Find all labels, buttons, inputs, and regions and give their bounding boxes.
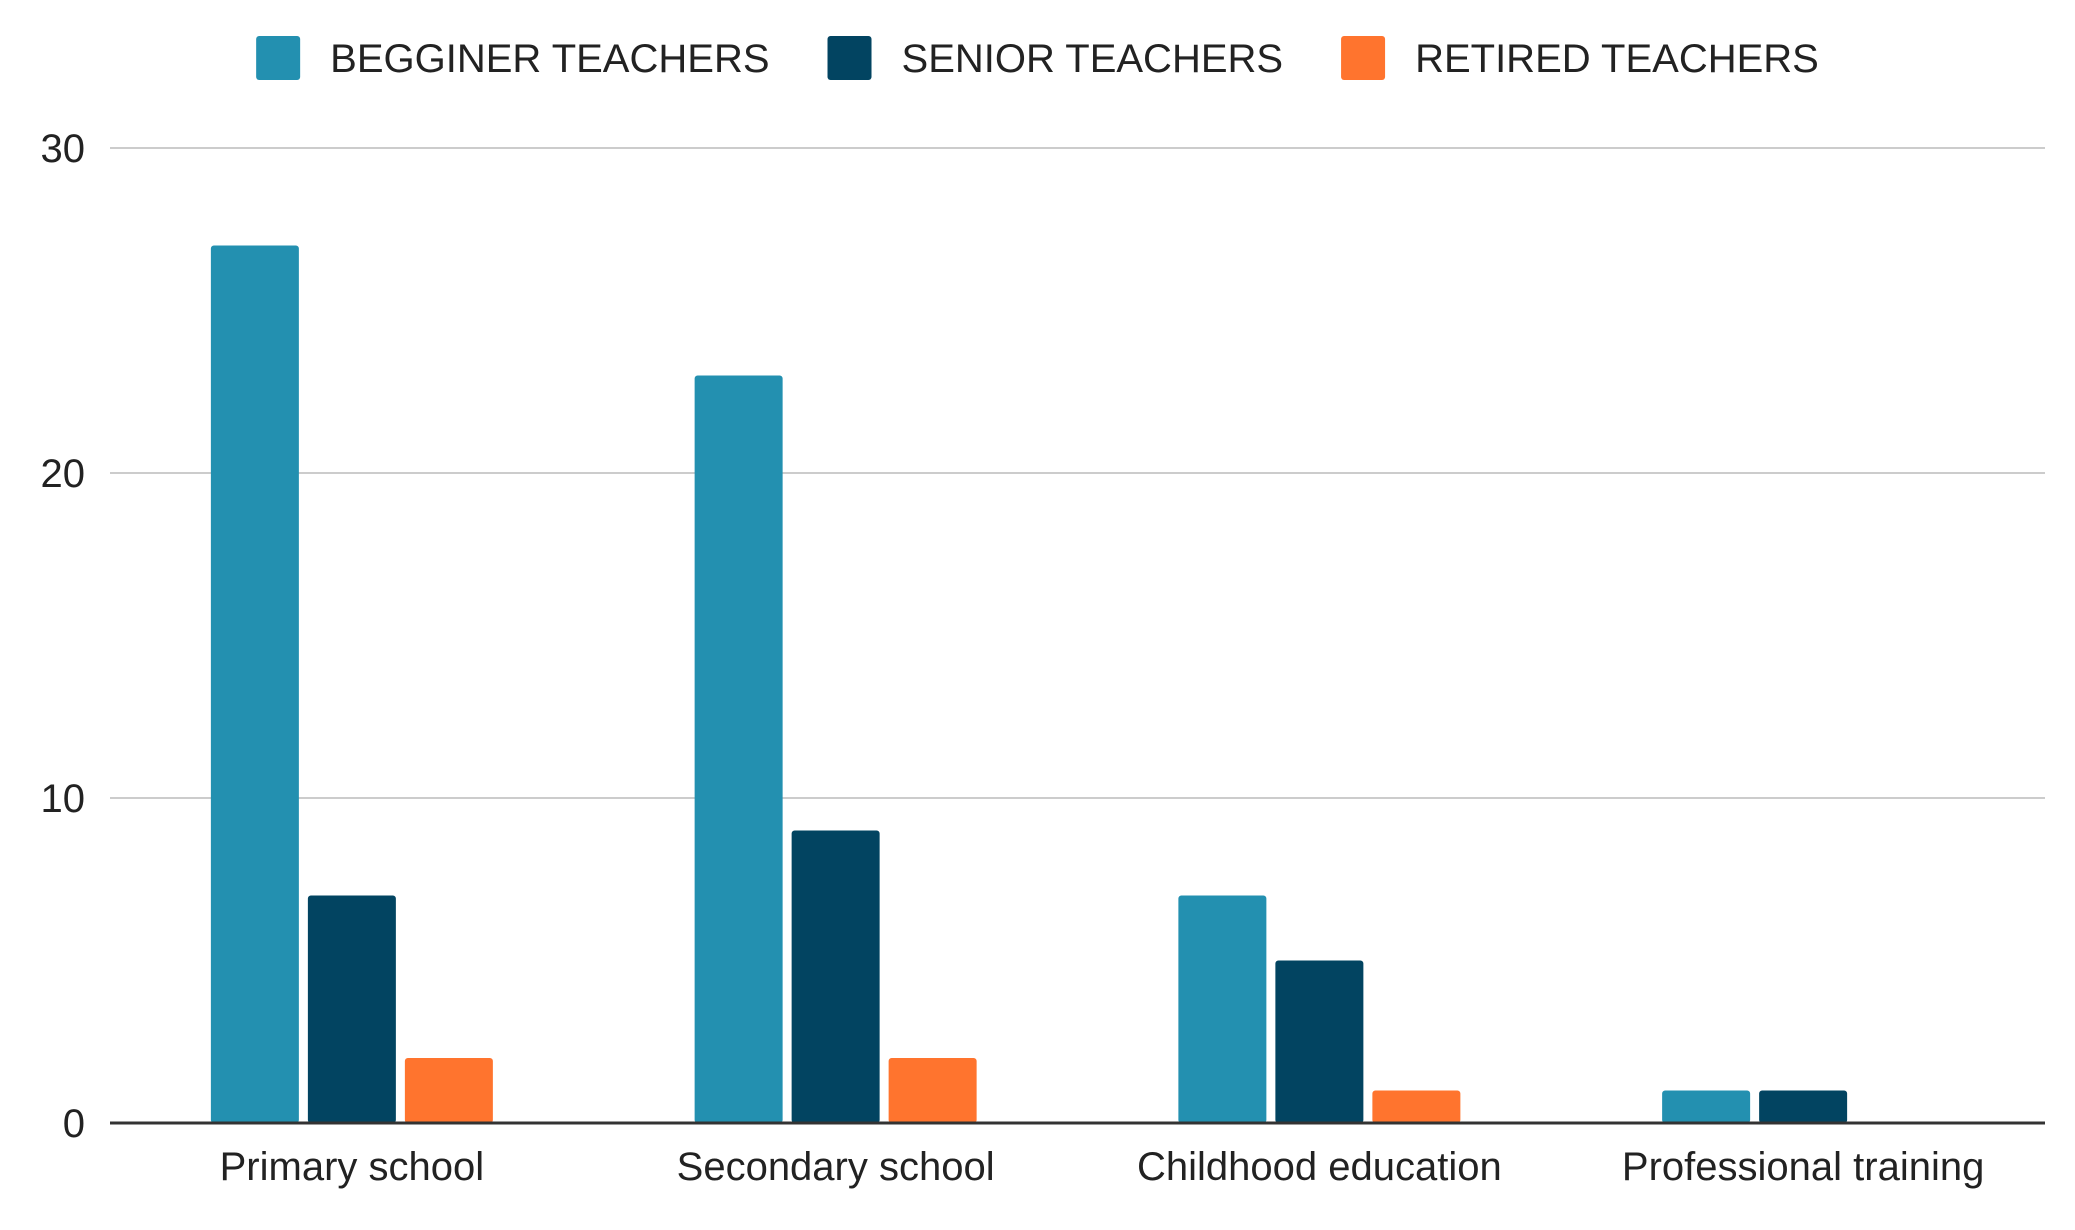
bar-1-3 (1178, 895, 1267, 1123)
y-axis-tick-labels: 0 10 20 30 (41, 127, 86, 1146)
bar-2-1 (307, 895, 396, 1123)
bar-3-1 (404, 1058, 493, 1123)
y-tick-label: 30 (41, 127, 86, 171)
legend-label: SENIOR TEACHERS (902, 37, 1284, 81)
category-label: Secondary school (677, 1145, 995, 1189)
bar-3-3 (1372, 1090, 1461, 1123)
bar-1-1 (210, 245, 299, 1123)
legend-swatch (827, 36, 872, 80)
legend-label: BEGGINER TEACHERS (330, 37, 769, 81)
legend-item-3: RETIRED TEACHERS (1341, 36, 1819, 81)
category-label: Professional training (1622, 1145, 1984, 1189)
bar-2-4 (1759, 1090, 1848, 1123)
bars (210, 245, 1848, 1123)
category-label: Childhood education (1137, 1145, 1502, 1189)
bar-1-4 (1662, 1090, 1751, 1123)
bar-3-2 (888, 1058, 977, 1123)
bar-2-3 (1275, 960, 1364, 1123)
bar-1-2 (694, 375, 783, 1123)
legend-swatch (1341, 36, 1386, 80)
category-labels: Primary school Secondary school Childhood … (220, 1145, 1985, 1189)
y-tick-label: 0 (63, 1102, 85, 1146)
bar-2-2 (791, 830, 880, 1123)
legend-label: RETIRED TEACHERS (1415, 37, 1819, 81)
gridlines (110, 147, 2045, 799)
y-tick-label: 20 (41, 452, 86, 496)
y-tick-label: 10 (41, 777, 86, 821)
legend-item-1: BEGGINER TEACHERS (256, 36, 770, 81)
legend: BEGGINER TEACHERS SENIOR TEACHERS RETIRED … (256, 36, 1819, 81)
legend-swatch (256, 36, 301, 80)
category-label: Primary school (220, 1145, 485, 1189)
legend-item-2: SENIOR TEACHERS (827, 36, 1284, 81)
